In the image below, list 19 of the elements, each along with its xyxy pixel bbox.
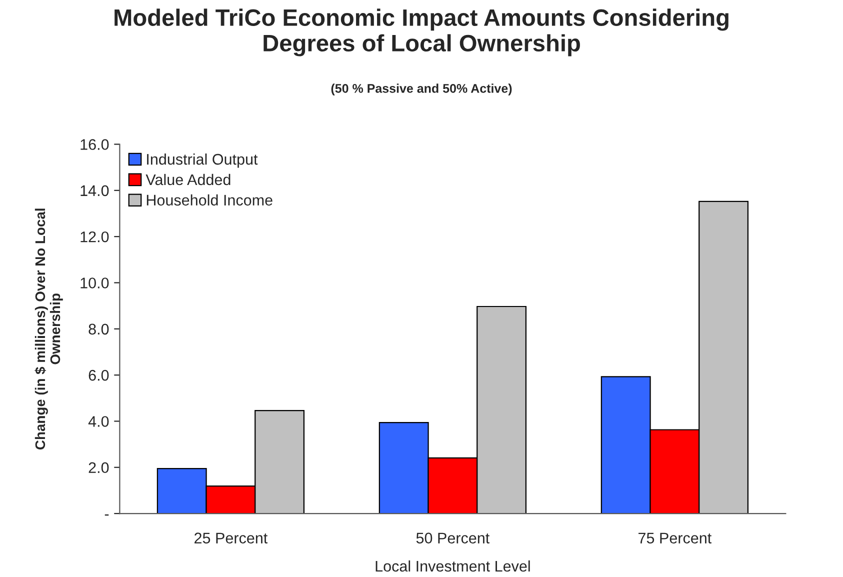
y-tick-label: 16.0 xyxy=(80,139,109,150)
x-tick-label: 75 Percent xyxy=(638,532,712,544)
x-tick-label: 50 Percent xyxy=(416,532,490,544)
y-tick-label: 10.0 xyxy=(80,278,109,288)
y-tick-label: 14.0 xyxy=(80,185,109,196)
y-tick-label: 4.0 xyxy=(88,416,109,427)
x-axis-title: Local Investment Level xyxy=(376,560,530,572)
chart-title: Modeled TriCo Economic Impact Amounts Considering Degrees of Local Ownership xyxy=(114,8,728,56)
y-axis-title: Change (in $ millions) Over No Local Ownership xyxy=(34,208,63,450)
chart-subtitle: (50 % Passive and 50% Active) xyxy=(331,84,512,96)
y-tick-label: 8.0 xyxy=(88,324,109,335)
legend-label: Household Income xyxy=(146,194,272,206)
y-tick-label: 6.0 xyxy=(88,370,109,381)
y-tick-label: - xyxy=(104,514,109,516)
legend-label: Value Added xyxy=(146,174,230,186)
y-tick-label: 2.0 xyxy=(88,462,109,474)
y-tick-label: 12.0 xyxy=(80,231,109,242)
x-tick-label: 25 Percent xyxy=(194,532,268,544)
legend-label: Industrial Output xyxy=(147,154,258,168)
